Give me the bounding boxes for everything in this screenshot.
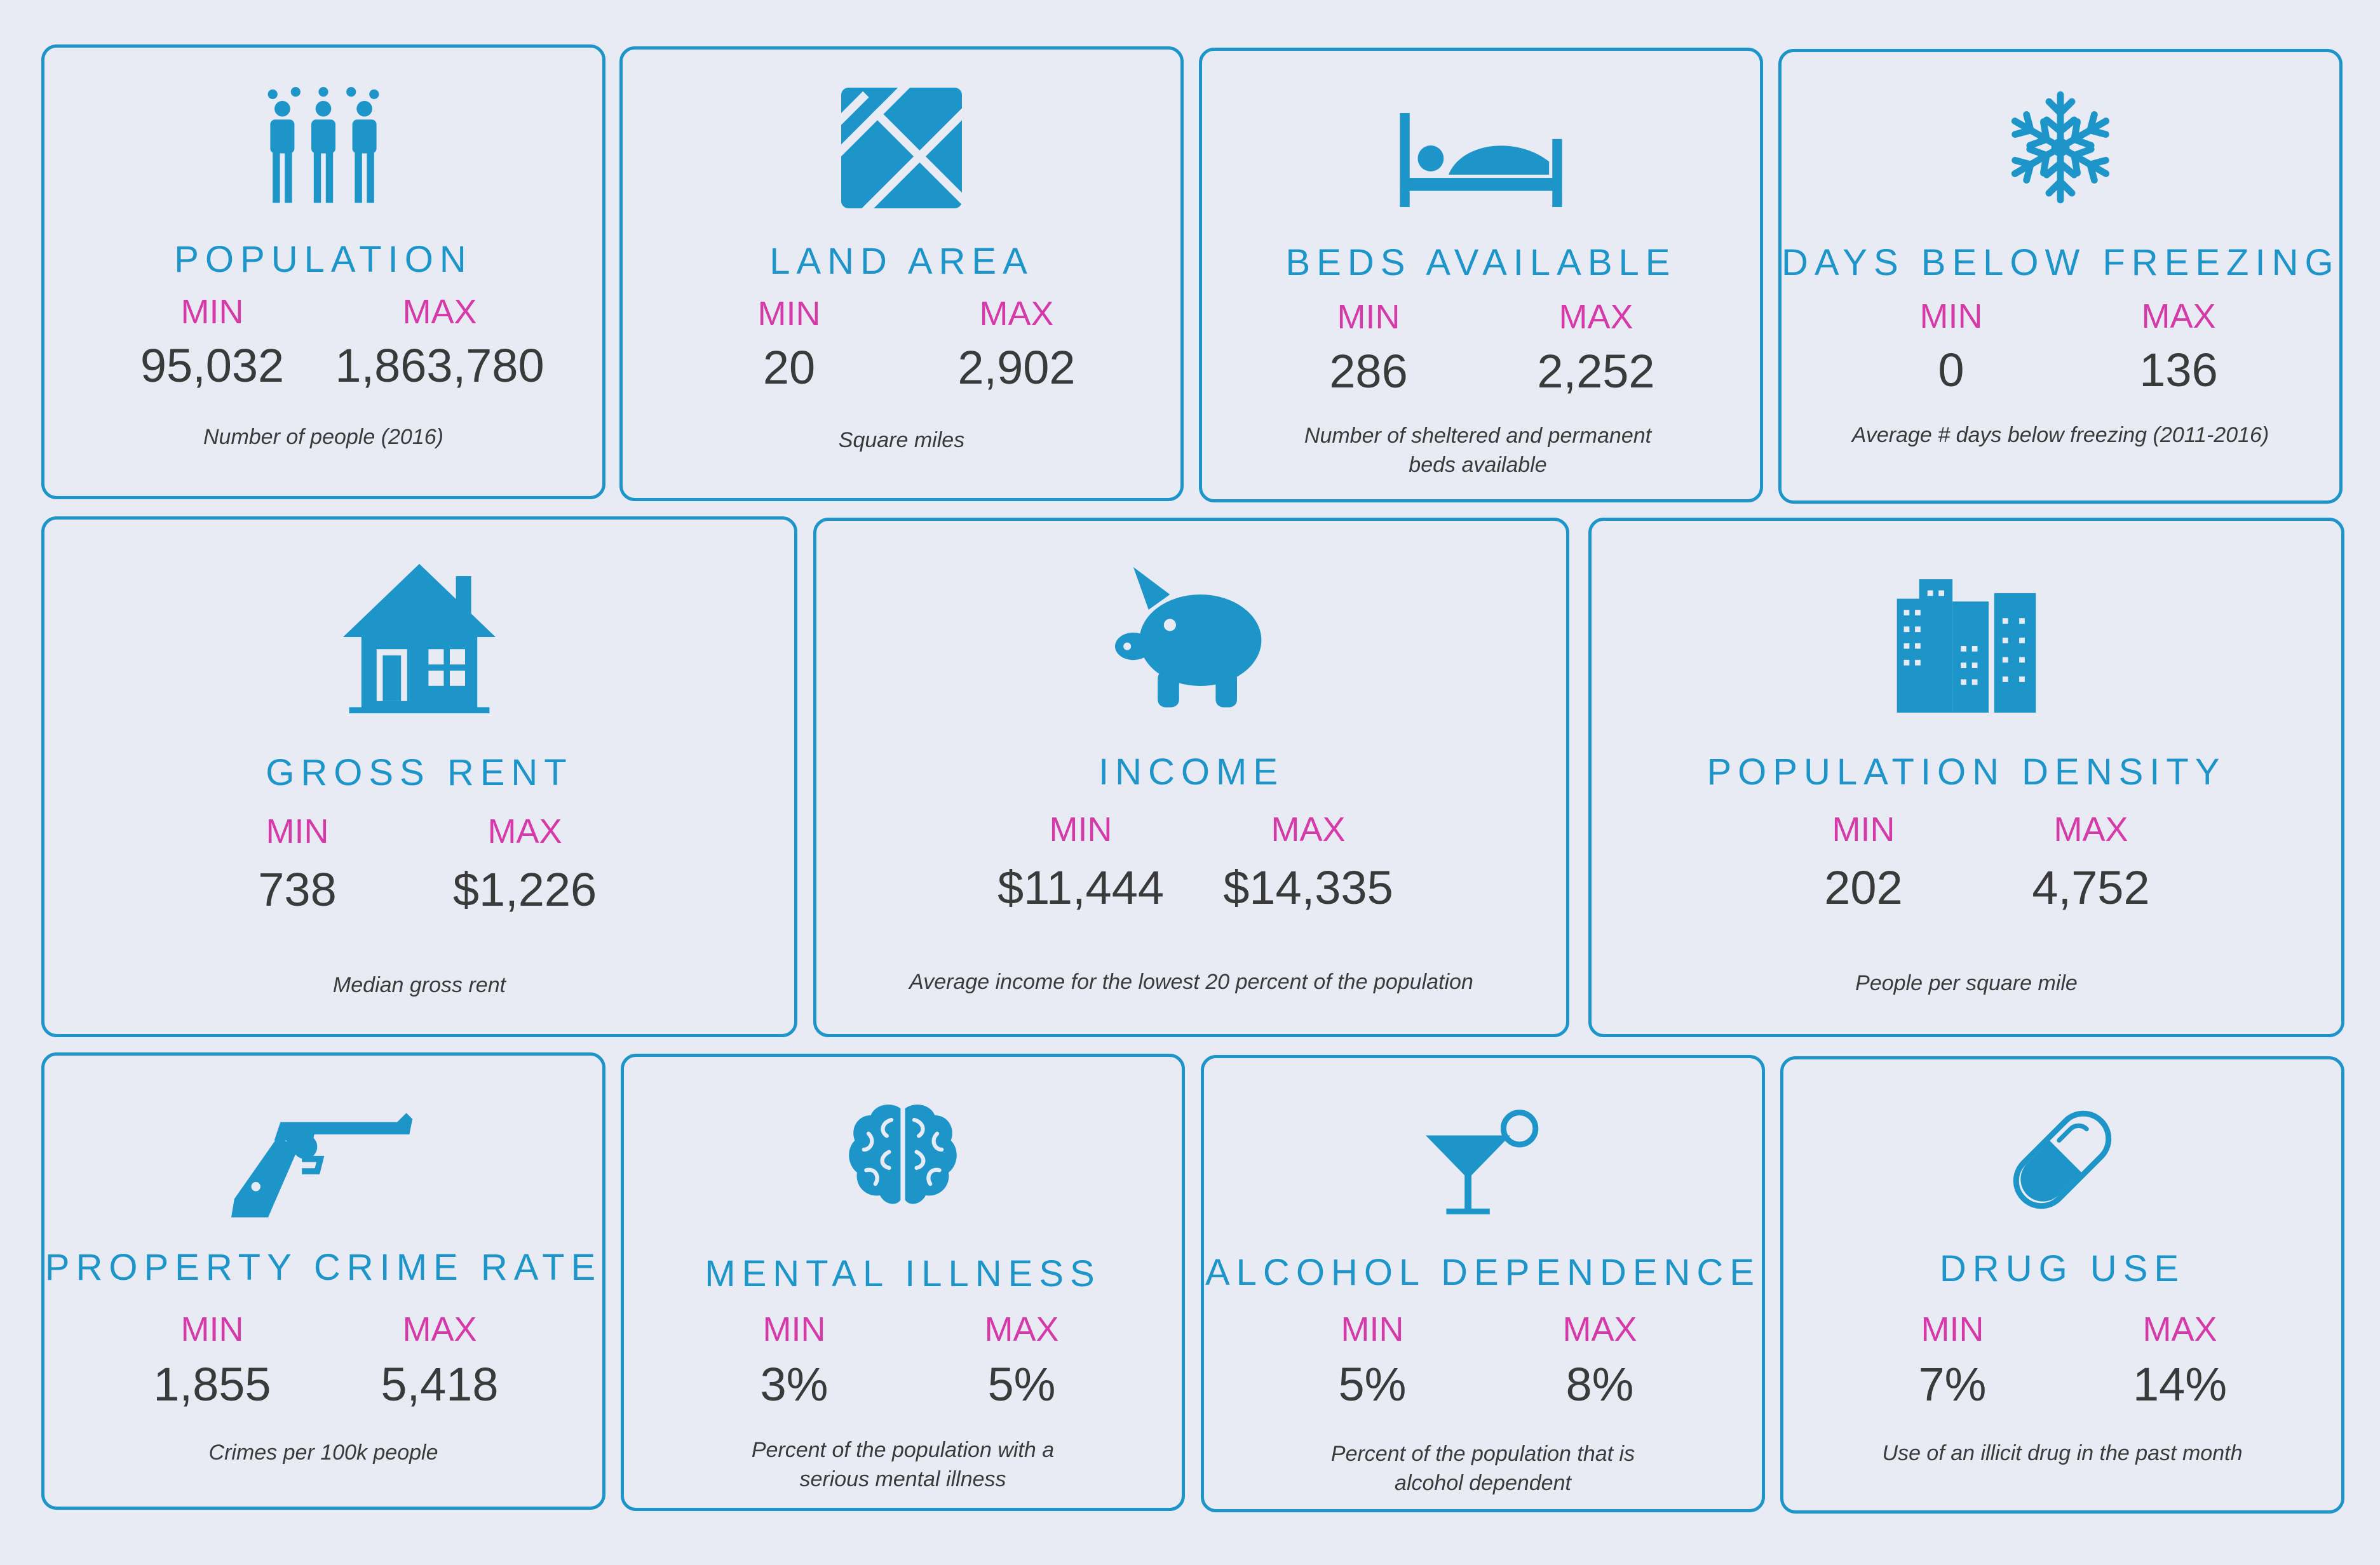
card-days-below-freezing: DAYS BELOW FREEZING MIN MAX 0 136 Averag… [1778,49,2343,504]
max-label: MAX [2053,810,2128,849]
card-drug-use: DRUG USE MIN MAX 7% 14% Use of an illici… [1780,1056,2344,1514]
min-label: MIN [1919,297,1983,335]
card-title: GROSS RENT [266,752,573,793]
house-icon [343,561,496,713]
card-title: PROPERTY CRIME RATE [44,1247,602,1288]
max-value: 5,418 [381,1358,499,1411]
card-description: People per square mile [1855,971,2078,995]
card-description: Average # days below freezing (2011-2016… [1851,423,2269,447]
min-value: 20 [762,341,816,394]
pill-icon [2005,1103,2120,1217]
max-label: MAX [2142,1310,2217,1348]
bed-icon [1398,113,1564,207]
card-alcohol-dependence: ALCOHOL DEPENDENCE MIN MAX 5% 8% Percent… [1201,1055,1765,1512]
min-label: MIN [266,812,329,850]
min-label: MIN [762,1310,826,1348]
min-value: 1,855 [153,1358,271,1411]
card-title: MENTAL ILLNESS [705,1253,1101,1294]
min-label: MIN [180,1310,244,1348]
piggy-bank-icon [1115,564,1268,716]
card-description: Use of an illicit drug in the past month [1882,1441,2243,1465]
card-mental-illness: MENTAL ILLNESS MIN MAX 3% 5% Percent of … [621,1054,1185,1511]
max-label: MAX [402,1310,477,1348]
card-land-area: LAND AREA MIN MAX 20 2,902 Square miles [619,46,1184,501]
min-label: MIN [1337,298,1400,336]
max-label: MAX [984,1310,1059,1348]
max-value: 8% [1565,1358,1634,1411]
min-label: MIN [1341,1310,1404,1348]
min-label: MIN [1921,1310,1984,1348]
min-value: $11,444 [997,861,1164,914]
max-label: MAX [402,293,477,331]
min-value: 202 [1824,861,1903,914]
max-value: 14% [2132,1358,2228,1411]
card-beds-available: BEDS AVAILABLE MIN MAX 286 2,252 Number … [1199,48,1763,502]
card-description: Crimes per 100k people [208,1441,438,1465]
map-icon [841,88,962,208]
card-title: DRUG USE [1939,1248,2186,1289]
card-description: Square miles [838,428,965,452]
card-description: Median gross rent [332,973,506,997]
card-title: DAYS BELOW FREEZING [1782,242,2340,283]
max-value: 2,902 [957,341,1076,394]
max-label: MAX [1558,298,1633,336]
min-value: 286 [1329,345,1408,398]
card-description: Percent of the population that is alcoho… [1330,1442,1635,1495]
min-value: 7% [1918,1358,1987,1411]
min-value: 95,032 [140,339,285,392]
cocktail-icon [1426,1108,1540,1216]
buildings-icon [1897,579,2036,713]
card-gross-rent: GROSS RENT MIN MAX 738 $1,226 Median gro… [41,516,797,1037]
min-value: 5% [1338,1358,1407,1411]
card-title: LAND AREA [769,241,1034,282]
max-value: 1,863,780 [335,339,544,392]
max-value: $1,226 [452,863,597,916]
min-value: 3% [760,1358,828,1411]
gun-icon [231,1106,416,1221]
min-label: MIN [180,293,244,331]
card-income: INCOME MIN MAX $11,444 $14,335 Average i… [813,518,1569,1037]
card-description: Percent of the population with a serious… [751,1438,1055,1491]
max-value: 5% [987,1358,1056,1411]
card-title: POPULATION DENSITY [1707,751,2226,793]
brain-icon [846,1101,960,1209]
snowflake-icon [2003,90,2118,205]
card-title: INCOME [1099,751,1284,793]
min-value: 0 [1938,344,1964,396]
min-value: 738 [258,863,337,916]
max-value: 136 [2139,344,2218,396]
card-property-crime-rate: PROPERTY CRIME RATE MIN MAX 1,855 5,418 … [41,1052,605,1510]
max-label: MAX [2141,297,2216,335]
card-description: Number of sheltered and permanent beds a… [1304,424,1652,477]
card-description: Average income for the lowest 20 percent… [909,970,1473,994]
card-title: BEDS AVAILABLE [1285,242,1677,283]
max-value: 4,752 [2032,861,2150,914]
max-label: MAX [979,295,1054,333]
card-population: POPULATION MIN MAX 95,032 1,863,780 Numb… [41,44,605,499]
min-label: MIN [757,295,821,333]
people-icon [263,87,384,208]
card-title: POPULATION [174,239,473,280]
min-label: MIN [1832,810,1895,849]
max-label: MAX [487,812,562,850]
max-label: MAX [1562,1310,1637,1348]
card-population-density: POPULATION DENSITY MIN MAX 202 4,752 Peo… [1588,518,2344,1037]
min-label: MIN [1049,810,1112,849]
card-title: ALCOHOL DEPENDENCE [1205,1252,1761,1293]
card-description: Number of people (2016) [203,425,443,449]
max-value: 2,252 [1537,345,1655,398]
max-label: MAX [1271,810,1346,849]
max-value: $14,335 [1223,861,1393,914]
